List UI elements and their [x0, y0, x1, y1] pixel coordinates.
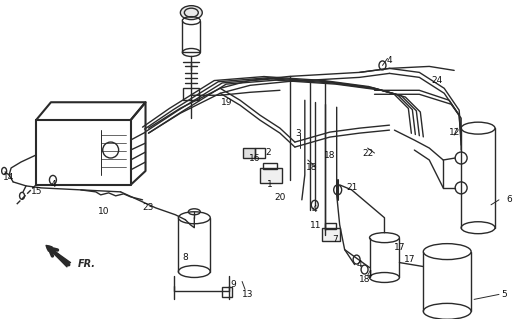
Text: 16: 16 — [249, 154, 261, 163]
Ellipse shape — [180, 6, 202, 20]
Text: FR.: FR. — [78, 259, 96, 268]
Text: 13: 13 — [242, 290, 254, 299]
Text: 4: 4 — [50, 180, 56, 189]
Text: 3: 3 — [295, 129, 300, 138]
Bar — [260, 168, 282, 183]
Text: 10: 10 — [98, 207, 110, 216]
Text: 22: 22 — [362, 148, 373, 157]
Bar — [184, 88, 199, 100]
Bar — [325, 223, 336, 229]
Text: 4: 4 — [367, 270, 372, 279]
Bar — [243, 148, 255, 158]
Text: 2: 2 — [265, 148, 271, 156]
Bar — [255, 148, 265, 158]
Text: 14: 14 — [3, 173, 15, 182]
Text: 23: 23 — [143, 203, 154, 212]
Text: 8: 8 — [183, 253, 188, 262]
Text: 5: 5 — [501, 290, 507, 299]
Text: 18: 18 — [359, 275, 370, 284]
Text: 15: 15 — [31, 188, 43, 196]
Text: 7: 7 — [332, 235, 338, 244]
Text: 4: 4 — [357, 260, 362, 269]
Text: 18: 18 — [306, 164, 317, 172]
Text: 1: 1 — [267, 180, 273, 189]
Text: 19: 19 — [222, 98, 233, 107]
Text: 24: 24 — [432, 76, 443, 85]
Text: 11: 11 — [310, 221, 322, 230]
Bar — [263, 163, 277, 169]
Text: 4: 4 — [312, 205, 317, 214]
Text: 18: 18 — [324, 150, 335, 160]
Bar — [222, 287, 232, 297]
Text: 21: 21 — [346, 183, 357, 192]
Text: 17: 17 — [404, 255, 415, 264]
Text: 6: 6 — [506, 195, 512, 204]
Text: 4: 4 — [387, 56, 393, 65]
Text: 12: 12 — [449, 128, 460, 137]
Text: 9: 9 — [230, 280, 236, 289]
Text: 17: 17 — [394, 243, 405, 252]
Bar — [322, 228, 340, 241]
Text: 20: 20 — [274, 193, 286, 202]
